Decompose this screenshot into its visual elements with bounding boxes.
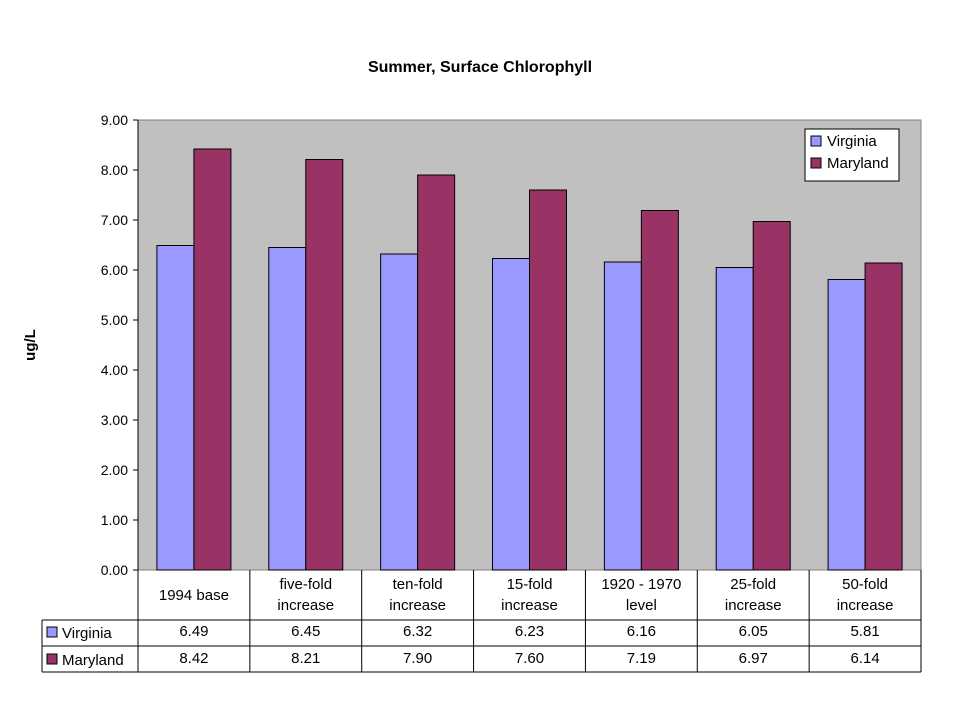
- data-label: 6.14: [850, 650, 879, 667]
- y-tick-label: 0.00: [101, 562, 128, 578]
- y-tick-label: 5.00: [101, 312, 128, 328]
- data-label: 6.45: [291, 623, 320, 640]
- x-tick-label: 1920 - 1970: [601, 576, 681, 593]
- data-label: 7.90: [403, 650, 432, 667]
- legend-label-virginia: Virginia: [827, 133, 877, 150]
- x-tick-label: five-fold: [280, 576, 333, 593]
- bar-maryland-2: [417, 174, 456, 571]
- bar-virginia-4: [603, 261, 642, 571]
- y-tick-label: 2.00: [101, 462, 128, 478]
- bar-virginia-2: [380, 253, 419, 571]
- y-tick-label: 8.00: [101, 162, 128, 178]
- y-tick-label: 4.00: [101, 362, 128, 378]
- legend-label-maryland: Maryland: [827, 155, 889, 172]
- x-tick-label: increase: [501, 597, 558, 614]
- legend-key-virginia: [810, 135, 822, 147]
- data-label: 6.49: [179, 623, 208, 640]
- data-label: 8.21: [291, 650, 320, 667]
- y-axis-label: ug/L: [22, 329, 39, 361]
- bar-virginia-0: [156, 245, 195, 571]
- data-label: 7.19: [627, 650, 656, 667]
- chart-title: Summer, Surface Chlorophyll: [368, 59, 592, 76]
- bar-maryland-5: [752, 221, 791, 571]
- bar-virginia-3: [492, 258, 530, 571]
- y-tick-label: 1.00: [101, 512, 128, 528]
- data-label: 8.42: [179, 650, 208, 667]
- table-legend-key-maryland: [46, 653, 58, 665]
- bar-maryland-0: [193, 148, 232, 571]
- y-axis-label-group: ug/L: [22, 329, 39, 361]
- x-tick-label: 15-fold: [507, 576, 553, 593]
- x-tick-label: increase: [277, 597, 334, 614]
- x-tick-label: increase: [837, 597, 894, 614]
- x-tick-label: ten-fold: [393, 576, 443, 593]
- y-tick-label: 3.00: [101, 412, 128, 428]
- legend-key-maryland: [810, 157, 822, 169]
- data-label: 6.16: [627, 623, 656, 640]
- y-axis: 0.00 1.00 2.00 3.00 4.00 5.00 6.00 7.00 8.00 9.00: [101, 112, 139, 578]
- bar-virginia-6: [827, 279, 866, 571]
- table-series-label-virginia: Virginia: [62, 625, 112, 642]
- y-tick-label: 7.00: [101, 212, 128, 228]
- x-tick-label: increase: [725, 597, 782, 614]
- data-label: 6.05: [739, 623, 768, 640]
- x-tick-label: level: [626, 597, 657, 614]
- table-series-label-maryland: Maryland: [62, 652, 124, 669]
- bar-virginia-5: [715, 267, 754, 571]
- x-tick-label: increase: [389, 597, 446, 614]
- bar-maryland-1: [305, 159, 344, 571]
- data-table: 1994 base five-fold increase ten-fold increa…: [41, 570, 922, 673]
- data-label: 5.81: [850, 623, 879, 640]
- data-label: 6.97: [739, 650, 768, 667]
- bar-maryland-4: [640, 210, 679, 571]
- data-label: 7.60: [515, 650, 544, 667]
- data-label: 6.23: [515, 623, 544, 640]
- y-tick-label: 6.00: [101, 262, 128, 278]
- bar-maryland-6: [864, 262, 903, 571]
- y-tick-label: 9.00: [101, 112, 128, 128]
- legend: Virginia Maryland: [804, 128, 900, 182]
- x-tick-label: 50-fold: [842, 576, 888, 593]
- data-label: 6.32: [403, 623, 432, 640]
- bars-group: [156, 148, 903, 571]
- table-legend-key-virginia: [46, 626, 58, 638]
- bar-maryland-3: [529, 189, 567, 571]
- x-tick-label: 25-fold: [730, 576, 776, 593]
- bar-virginia-1: [268, 247, 307, 571]
- x-tick-label: 1994 base: [159, 587, 229, 604]
